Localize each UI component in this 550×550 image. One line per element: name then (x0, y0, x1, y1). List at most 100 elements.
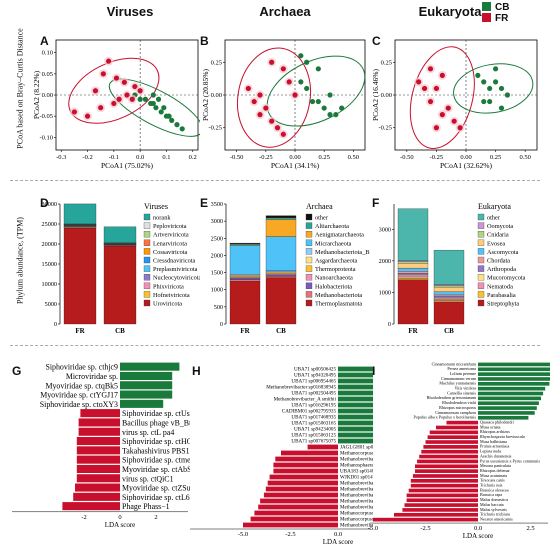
lda-label: Myoviridae sp. ctAbS6 (122, 465, 190, 474)
data-point-cb (498, 85, 505, 92)
lda-bar-fr (425, 440, 478, 444)
x-tick-label: -2 (81, 514, 86, 521)
lda-label: Methanobrevibacter sp016291275 (340, 492, 373, 498)
lda-label: Methanocorpusculum hacksteinii (340, 516, 373, 522)
x-axis-title: LDA score (323, 538, 354, 546)
lda-label: Lolium perenne (450, 371, 476, 376)
legend-label: Nucleocytoviricota (153, 275, 200, 282)
legend-label: Altiarchaeota (315, 223, 349, 230)
bar-segment-other (433, 249, 465, 285)
legend-swatch (143, 213, 151, 221)
bar-segment-norank (103, 226, 137, 243)
legend-swatch (477, 265, 485, 272)
lda-bar-fr (80, 409, 120, 418)
lda-label: UBA71 sp006954465 (291, 378, 336, 384)
data-point-fr (421, 85, 428, 92)
x-tick-label: 0.00 (289, 154, 300, 161)
panel-letter-a: A (40, 34, 49, 48)
legend-label: Methanobacteriota (315, 292, 362, 299)
lda-bar-fr (404, 503, 478, 507)
x-tick-label: 0.50 (519, 154, 530, 161)
lda-bar-fr (406, 498, 478, 503)
y-tick-label: 0.10 (42, 50, 53, 57)
lda-label: Brassica rapa (480, 492, 502, 497)
lda-bar-fr (436, 425, 478, 430)
data-point-fr (100, 71, 106, 77)
lda-bar-cb (478, 362, 550, 367)
x-tick-label: 2 (154, 514, 157, 521)
x-tick-label: -0.25 (430, 154, 444, 161)
data-point-fr (132, 83, 138, 90)
lda-bar-fr (394, 512, 478, 517)
lda-bar-fr (402, 508, 478, 512)
lda-bar-cb (338, 408, 373, 414)
bar-segment-asgardarchaeota (265, 271, 297, 274)
legend-label: Artverviricota (153, 232, 189, 239)
x-tick-label: FR (240, 327, 250, 335)
legend-swatch (477, 282, 485, 289)
lda-label: Methanocorpusculum flacciputllorum (340, 509, 373, 516)
lda-label: Siphoviridae sp. ctHOG1 (122, 437, 190, 446)
lda-label: Rhododendron griersonianum (427, 395, 477, 400)
lda-bar-cb (338, 366, 373, 372)
x-tick-label: -2.5 (285, 531, 295, 538)
bar-segment-methanobacteriota_b (229, 274, 261, 276)
data-point-fr (251, 98, 257, 105)
x-tick-label: 2.5 (526, 525, 534, 532)
data-point-cb (161, 105, 167, 111)
lda-label: Takahashivirus PBS1 (122, 446, 190, 455)
data-point-cb (166, 113, 172, 119)
lda-bar-cb (338, 426, 373, 432)
y-tick-label: 0.25 (381, 59, 392, 66)
legend-label: other (315, 215, 329, 222)
data-point-fr (439, 72, 445, 78)
x-tick-label: 0.0 (334, 531, 342, 538)
legend-swatch (477, 274, 485, 281)
lda-label: UBA71 sp015063125 (291, 432, 336, 438)
y-tick-label: 25000 (42, 221, 57, 228)
lda-bar-cb (338, 420, 373, 426)
legend-swatch (477, 299, 485, 307)
lda-label: UBA183 sp014874415 (340, 468, 373, 474)
y-tick-label: 2000 (211, 252, 223, 259)
bar-segment-chordata (397, 271, 429, 274)
data-point-cb (315, 66, 321, 72)
lda-bar-cb (478, 367, 550, 372)
legend-label: Uroviricota (153, 301, 182, 308)
data-point-fr (257, 92, 263, 98)
bar-segment-thermoproteota (265, 272, 297, 275)
lda-label: WJKD01 sp014729315 (340, 474, 373, 480)
ellipse-cb (108, 78, 200, 137)
legend-label: Phixviricota (153, 283, 184, 290)
legend-label: Lenarviricota (153, 240, 187, 247)
lda-label: UBA71 sp016296195 (291, 402, 336, 408)
bar-segment-mucoromycota (397, 274, 429, 277)
data-point-fr (445, 105, 451, 111)
lda-bar-cb (478, 391, 544, 396)
lda-bar-fr (281, 450, 338, 456)
bar-segment-parabasalia (433, 300, 465, 303)
bar-segment-methanobacteriota_b (265, 270, 297, 273)
y-tick-label: 1500 (211, 270, 223, 277)
ellipse-cb (266, 55, 366, 127)
lda-bar-fr (260, 498, 338, 504)
data-point-cb (153, 105, 159, 111)
lda-bar-fr (267, 480, 338, 486)
lda-bar-cb (120, 390, 173, 399)
bar-segment-thermoplasmatota (265, 277, 297, 325)
lda-bar-fr (76, 464, 120, 473)
legend-label: Oomycota (487, 223, 513, 230)
legend-label: Mucoromycota (487, 275, 526, 282)
bar-segment-norank (63, 203, 97, 225)
lda-bar-cb (338, 378, 373, 384)
lda-bar-cb (478, 382, 550, 386)
x-tick-label: FR (75, 327, 85, 335)
data-point-cb (304, 85, 310, 92)
y-tick-label: 3000 (211, 218, 223, 225)
legend-label: Asgardarchaeota (315, 258, 358, 265)
data-point-cb (492, 66, 499, 72)
y-tick-label: 0 (54, 321, 57, 328)
